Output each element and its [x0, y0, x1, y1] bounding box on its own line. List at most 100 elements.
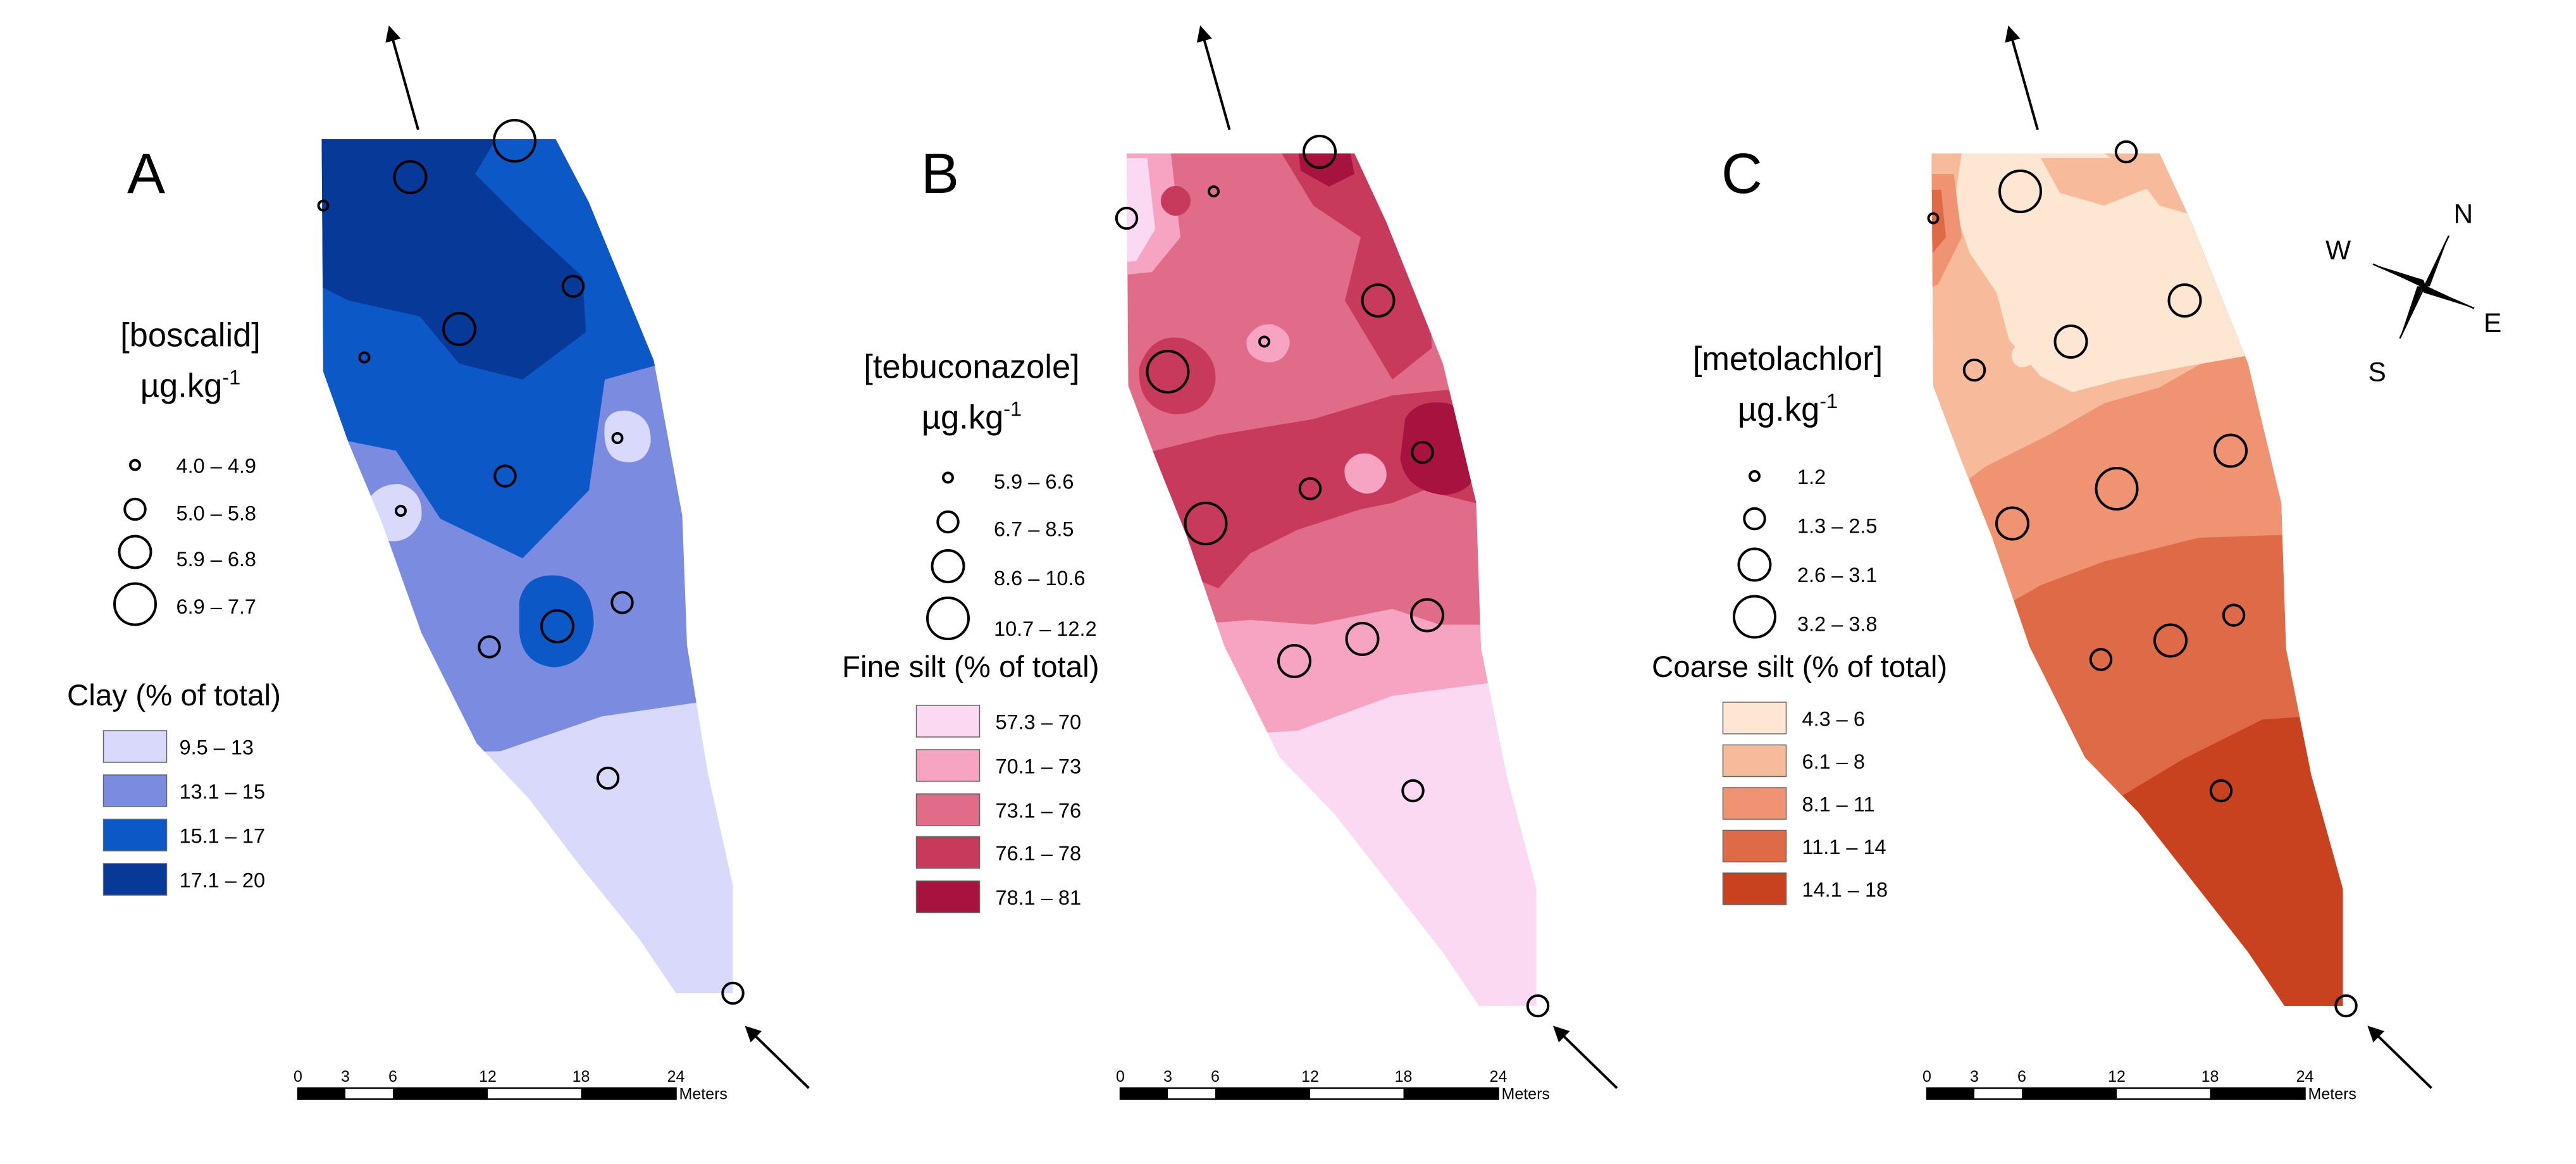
- sample-point: [561, 275, 585, 298]
- sample-point: [395, 505, 407, 517]
- legend-swatch: [102, 819, 168, 851]
- sample-point: [1927, 212, 1940, 225]
- analyte-label: [metolachlor]: [1693, 340, 1883, 378]
- legend-circle-icon: [128, 459, 141, 471]
- sample-point: [1208, 185, 1220, 197]
- zone-legend: Coarse silt (% of total) 4.3 – 6 6.1 – 8…: [1652, 650, 1947, 905]
- sample-point: [610, 591, 634, 614]
- sample-point: [1526, 994, 1550, 1018]
- legend-circle-label: 6.9 – 7.7: [176, 595, 257, 618]
- legend-swatch: [915, 793, 981, 826]
- sample-point: [493, 464, 517, 488]
- scale-tick-label: 6: [2017, 1068, 2026, 1086]
- legend-circle-icon: [926, 597, 970, 640]
- legend-swatch: [102, 774, 168, 807]
- scale-tick-label: 18: [1395, 1068, 1413, 1086]
- legend-circle-icon: [931, 549, 965, 583]
- panel-letter: B: [921, 142, 959, 206]
- sample-points: [317, 119, 745, 1005]
- analyte-label: [boscalid]: [120, 317, 261, 354]
- scale-unit-label: Meters: [679, 1086, 728, 1103]
- sample-point: [596, 766, 620, 790]
- legend-swatch-label: 4.3 – 6: [1802, 708, 1865, 731]
- scale-tick-label: 18: [2201, 1068, 2219, 1086]
- sample-point: [1258, 335, 1270, 348]
- legend-swatch-label: 11.1 – 14: [1802, 836, 1886, 858]
- sample-point: [1115, 206, 1139, 230]
- sample-point: [2153, 623, 2188, 658]
- legend-swatch-label: 6.1 – 8: [1802, 750, 1865, 773]
- sample-point: [1411, 440, 1434, 464]
- sample-point: [611, 432, 624, 444]
- north-arrow-icon: [385, 25, 419, 130]
- north-arrow-icon: [2005, 25, 2039, 130]
- legend-swatch-label: 9.5 – 13: [180, 736, 254, 759]
- zone-legend-title: Coarse silt (% of total): [1652, 650, 1947, 684]
- concentration-legend: [boscalid] µg.kg-1 4.0 – 4.9 5.0 – 5.8 5…: [113, 317, 261, 626]
- sample-point: [2095, 467, 2139, 511]
- unit-label: µg.kg-1: [922, 398, 1022, 436]
- legend-circle-label: 2.6 – 3.1: [1797, 564, 1878, 586]
- compass-e-label: E: [2484, 309, 2501, 338]
- panel-metolachlor-coarse-silt-map: C: [1652, 25, 2501, 1103]
- legend-swatch: [1722, 829, 1787, 863]
- fine-silt-zones: [1127, 153, 1537, 1006]
- compass-w-label: W: [2325, 236, 2351, 266]
- sample-points: [1115, 135, 1550, 1018]
- legend-circle-icon: [113, 582, 157, 626]
- panel-boscalid-clay-map: A [boscal: [67, 25, 810, 1103]
- scale-tick-label: 12: [1301, 1068, 1319, 1086]
- legend-circle-label: 1.3 – 2.5: [1797, 515, 1878, 538]
- legend-circle-label: 5.9 – 6.6: [994, 471, 1074, 493]
- sample-point: [442, 312, 476, 346]
- panel-tebuconazole-fine-silt-map: B: [842, 25, 1618, 1103]
- unit-label: µg.kg-1: [140, 366, 240, 405]
- sample-point: [1184, 502, 1228, 545]
- legend-circle-label: 1.2: [1797, 466, 1826, 488]
- sample-point: [1277, 644, 1311, 678]
- clay-zones: [321, 139, 733, 993]
- scale-bar: 0 3 6 12 18 24 Meters: [294, 1068, 728, 1103]
- legend-swatch: [1722, 872, 1787, 905]
- legend-swatch: [1722, 702, 1787, 734]
- sample-point: [1361, 283, 1396, 318]
- sample-point: [2334, 994, 2358, 1018]
- zone-legend-title: Clay (% of total): [67, 679, 281, 712]
- scale-tick-label: 3: [1970, 1068, 1979, 1086]
- sample-point: [2114, 140, 2138, 164]
- legend-swatch: [915, 880, 981, 913]
- legend-swatch: [915, 836, 981, 869]
- legend-swatch: [1722, 787, 1787, 820]
- compass-n-label: N: [2454, 200, 2474, 230]
- sample-point: [540, 609, 574, 643]
- zone-legend-title: Fine silt (% of total): [842, 650, 1099, 684]
- legend-swatch-label: 14.1 – 18: [1802, 879, 1888, 901]
- legend-swatch: [915, 749, 981, 782]
- legend-swatch: [915, 705, 981, 738]
- sample-point: [1345, 622, 1380, 656]
- legend-swatch: [1722, 744, 1787, 777]
- scale-tick-label: 0: [1116, 1068, 1125, 1086]
- concentration-legend: [tebuconazole] µg.kg-1 5.9 – 6.6 6.7 – 8…: [864, 349, 1097, 640]
- legend-swatch: [102, 863, 168, 896]
- scale-bar: 0 3 6 12 18 24 Meters: [1923, 1068, 2356, 1103]
- sample-point: [393, 160, 428, 194]
- legend-swatch-label: 73.1 – 76: [996, 800, 1082, 822]
- legend-swatch: [102, 730, 168, 763]
- compass-rose-icon: N E S W: [2325, 200, 2501, 388]
- panel-letter: A: [127, 142, 165, 206]
- sample-point: [1962, 358, 1986, 382]
- legend-swatch-label: 8.1 – 11: [1802, 793, 1875, 816]
- scale-tick-label: 6: [388, 1068, 397, 1086]
- legend-circle-label: 3.2 – 3.8: [1797, 613, 1878, 636]
- sample-point: [2167, 283, 2202, 318]
- legend-circle-icon: [942, 471, 954, 484]
- flow-arrow-icon: [1552, 1025, 1618, 1089]
- scale-tick-label: 3: [1163, 1068, 1172, 1086]
- legend-circle-label: 8.6 – 10.6: [994, 567, 1086, 590]
- sample-point: [1995, 506, 2029, 541]
- legend-circle-label: 5.9 – 6.8: [176, 548, 257, 571]
- scale-tick-label: 6: [1211, 1068, 1220, 1086]
- scale-unit-label: Meters: [2308, 1086, 2356, 1103]
- sample-point: [2089, 648, 2113, 671]
